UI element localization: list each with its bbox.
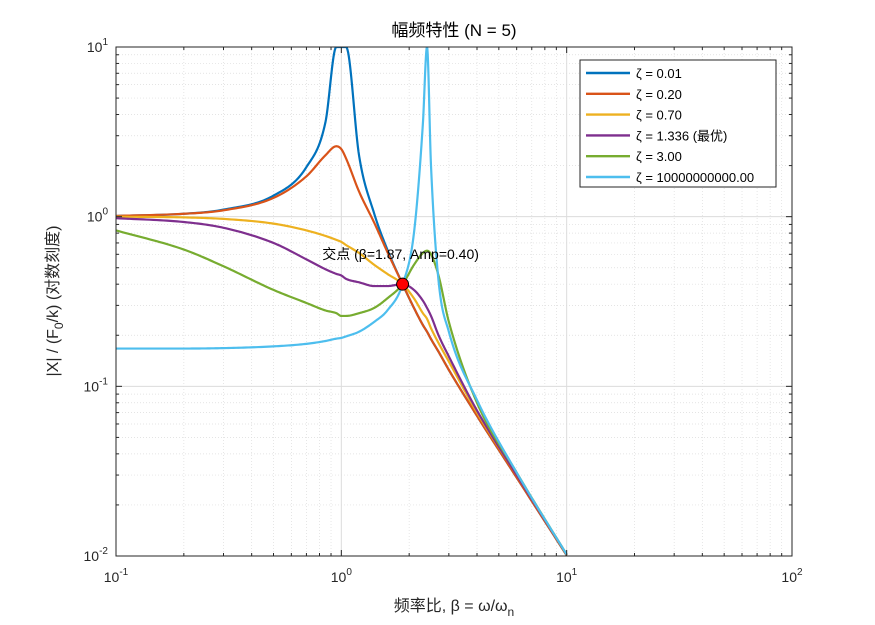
y-tick-label: 101 (87, 37, 109, 55)
chart-title: 幅频特性 (N = 5) (391, 21, 516, 40)
y-tick-label-exponent: 0 (102, 207, 108, 218)
x-axis-label: 频率比, β = ω/ωn (394, 597, 514, 619)
x-tick-label-base: 10 (556, 569, 572, 585)
y-tick-label-base: 10 (87, 209, 103, 225)
y-tick-label-base: 10 (87, 39, 103, 55)
y-tick-label: 100 (87, 207, 109, 225)
y-tick-label: 10-1 (84, 376, 109, 394)
y-tick-label-exponent: -2 (99, 546, 108, 557)
legend-box (579, 59, 777, 188)
y-tick-label-exponent: -1 (99, 376, 108, 387)
intersection-label: 交点 (β=1.87, Amp=0.40) (322, 246, 479, 262)
legend-label-4: ζ = 1.336 (最优) (636, 128, 727, 143)
x-tick-label: 102 (781, 567, 803, 585)
annotation: 交点 (β=1.87, Amp=0.40) (322, 246, 479, 291)
legend-label-2: ζ = 0.20 (636, 87, 682, 102)
legend: ζ = 0.01 ζ = 0.20 ζ = 0.70 ζ = 1.336 (最优) ζ … (579, 59, 777, 188)
y-tick-label-base: 10 (84, 548, 100, 564)
x-tick-label: 100 (331, 567, 353, 585)
series-line-4 (116, 217, 568, 556)
y-axis-label: |X| / (F0/k) (对数刻度) (44, 226, 66, 377)
series-line-3 (116, 215, 568, 556)
x-tick-label-exponent: 0 (346, 567, 352, 578)
y-tick-label-base: 10 (84, 378, 100, 394)
series-line-5 (116, 229, 568, 556)
x-tick-label-exponent: 2 (797, 567, 803, 578)
x-tick-label-base: 10 (781, 569, 797, 585)
y-axis-label-pre: |X| / (F (45, 329, 62, 377)
legend-label-6: ζ = 10000000000.00 (636, 170, 754, 185)
x-tick-label-base: 10 (104, 569, 120, 585)
x-tick-label: 101 (556, 567, 578, 585)
legend-label-5: ζ = 3.00 (636, 149, 682, 164)
x-axis-label-main: 频率比, β = ω/ω (394, 597, 508, 615)
legend-label-1: ζ = 0.01 (636, 66, 682, 81)
y-tick-label-exponent: 1 (102, 37, 108, 48)
series-line-2 (116, 145, 568, 556)
y-axis-label-subscript: 0 (52, 322, 66, 329)
x-axis-label-subscript: n (508, 605, 515, 619)
x-tick-label: 10-1 (104, 567, 129, 585)
x-tick-label-base: 10 (331, 569, 347, 585)
x-tick-label-exponent: -1 (119, 567, 128, 578)
x-tick-label-exponent: 1 (572, 567, 578, 578)
y-axis-label-post: /k) (对数刻度) (44, 226, 62, 323)
plot-frame (115, 46, 793, 557)
series-line-6 (116, 47, 568, 556)
y-tick-label: 10-2 (84, 546, 109, 564)
series-lines (116, 47, 568, 556)
legend-label-3: ζ = 0.70 (636, 108, 682, 123)
intersection-marker (396, 277, 410, 291)
